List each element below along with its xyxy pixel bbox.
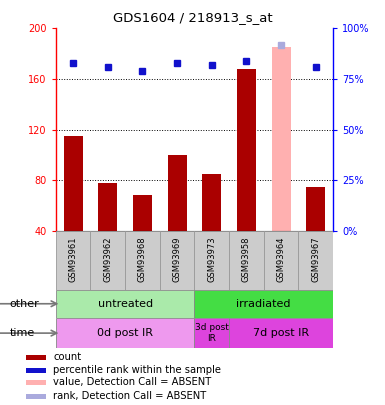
FancyBboxPatch shape [90,231,125,290]
FancyBboxPatch shape [264,231,298,290]
FancyBboxPatch shape [125,231,160,290]
Text: other: other [10,299,39,309]
Bar [56,318,194,348]
Text: GSM93967: GSM93967 [311,236,320,282]
Text: GSM93962: GSM93962 [103,236,112,282]
Text: GSM93973: GSM93973 [207,236,216,282]
FancyBboxPatch shape [160,231,194,290]
Bar [56,290,194,318]
FancyBboxPatch shape [229,231,264,290]
Bar [194,318,229,348]
FancyBboxPatch shape [56,231,90,290]
Bar [26,394,46,399]
Bar [271,47,291,231]
Text: value, Detection Call = ABSENT: value, Detection Call = ABSENT [54,377,212,387]
Bar [98,183,117,231]
Bar [202,174,221,231]
Bar [306,187,325,231]
Text: 0d post IR: 0d post IR [97,328,153,338]
Text: 3d post
IR: 3d post IR [195,324,229,343]
Bar [64,136,83,231]
Bar [26,368,46,373]
Text: GSM93958: GSM93958 [242,236,251,282]
Bar [26,380,46,385]
Text: GSM93964: GSM93964 [276,236,286,282]
Text: irradiated: irradiated [236,299,291,309]
Text: GSM93968: GSM93968 [138,236,147,282]
FancyBboxPatch shape [194,231,229,290]
FancyBboxPatch shape [298,231,333,290]
Text: GSM93969: GSM93969 [172,236,182,282]
Text: untreated: untreated [97,299,153,309]
Bar [194,290,333,318]
Bar [237,69,256,231]
Bar [133,196,152,231]
Text: GSM93961: GSM93961 [69,236,78,282]
Text: count: count [54,352,82,362]
Text: time: time [10,328,35,338]
Text: rank, Detection Call = ABSENT: rank, Detection Call = ABSENT [54,391,207,401]
Text: 7d post IR: 7d post IR [253,328,309,338]
Text: percentile rank within the sample: percentile rank within the sample [54,365,221,375]
Bar [26,355,46,360]
Bar [167,155,187,231]
Text: GDS1604 / 218913_s_at: GDS1604 / 218913_s_at [113,11,272,24]
Bar [229,318,333,348]
